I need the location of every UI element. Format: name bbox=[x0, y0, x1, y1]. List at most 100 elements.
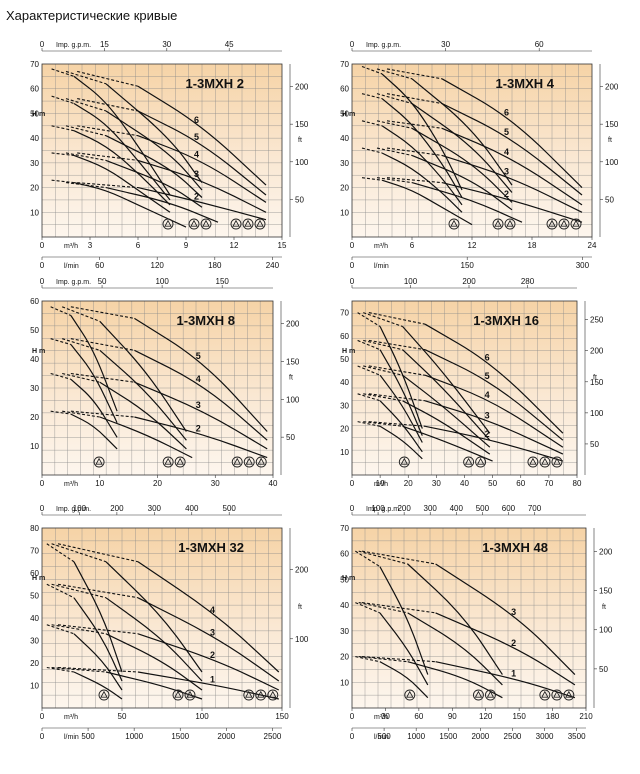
curve-dashed-segment bbox=[77, 70, 139, 87]
top-tick-label: 50 bbox=[98, 277, 107, 286]
stage-label: 4 bbox=[504, 147, 509, 157]
curve-line bbox=[411, 182, 523, 223]
curve-line bbox=[424, 400, 564, 455]
curve-line bbox=[424, 425, 564, 462]
x-tick-label: 30 bbox=[211, 479, 220, 488]
x-tick-label: 180 bbox=[546, 712, 560, 721]
right-axis-unit: ft bbox=[298, 137, 302, 144]
curve-dashed-segment bbox=[386, 93, 443, 105]
y-tick-label: 70 bbox=[30, 547, 39, 556]
x-tick-label: 50 bbox=[118, 712, 127, 721]
pump-symbol-icon bbox=[255, 689, 267, 701]
top-tick-label: 100 bbox=[371, 504, 385, 513]
curve-dashed-segment bbox=[358, 602, 408, 614]
top-tick-label: 150 bbox=[216, 277, 230, 286]
right-tick-label: 50 bbox=[599, 665, 608, 674]
curve-line bbox=[137, 561, 280, 673]
curve-dashed-segment bbox=[376, 93, 413, 105]
right-tick-label: 200 bbox=[599, 547, 613, 556]
x-tick-label: 30 bbox=[381, 712, 390, 721]
top-axis-unit: Imp. g.p.m. bbox=[366, 506, 401, 513]
pump-symbol-icon bbox=[492, 218, 504, 230]
y-tick-label: 30 bbox=[340, 159, 349, 168]
curve-dashed-segment bbox=[361, 656, 436, 663]
curve-dashed-segment bbox=[51, 95, 75, 105]
top-axis-unit: Imp. g.p.m. bbox=[56, 506, 91, 513]
y-tick-label: 10 bbox=[340, 208, 349, 217]
x-tick-label: 0 bbox=[350, 479, 355, 488]
curve-dashed-segment bbox=[363, 421, 403, 427]
performance-curves bbox=[357, 312, 564, 462]
pump-symbol-icon bbox=[570, 218, 582, 230]
x-tick-label: 20 bbox=[404, 479, 413, 488]
lmin-axis-unit: l/min bbox=[374, 734, 389, 741]
curve-line bbox=[435, 612, 576, 686]
right-tick-label: 150 bbox=[590, 378, 604, 387]
y-tick-label: 60 bbox=[340, 332, 349, 341]
curve-line bbox=[73, 102, 171, 201]
curve-dashed-segment bbox=[358, 550, 408, 565]
curve-dashed-segment bbox=[357, 312, 381, 327]
y-tick-label: 30 bbox=[340, 627, 349, 636]
y-tick-label: 50 bbox=[30, 109, 39, 118]
y-tick-label: 50 bbox=[340, 109, 349, 118]
right-tick-label: 200 bbox=[295, 83, 309, 92]
right-axis-unit: ft bbox=[602, 604, 606, 611]
y-tick-label: 80 bbox=[30, 524, 39, 533]
top-tick-label: 30 bbox=[162, 40, 171, 49]
x-tick-label: 60 bbox=[516, 479, 525, 488]
stage-label: 5 bbox=[194, 132, 199, 142]
curve-line bbox=[134, 381, 268, 450]
curve-line bbox=[105, 110, 203, 191]
stage-label: 1 bbox=[210, 675, 215, 685]
y-axis-unit: H m bbox=[32, 575, 45, 582]
curve-line bbox=[381, 152, 463, 213]
top-tick-label: 0 bbox=[40, 40, 45, 49]
curve-dashed-segment bbox=[57, 666, 139, 673]
y-tick-label: 30 bbox=[340, 401, 349, 410]
curve-line bbox=[105, 135, 203, 198]
curve-line bbox=[441, 182, 583, 223]
top-tick-label: 700 bbox=[528, 504, 542, 513]
pump-symbol-icon bbox=[463, 456, 475, 468]
top-tick-label: 100 bbox=[73, 504, 87, 513]
pump-symbol-icon bbox=[200, 218, 212, 230]
x-tick-label: 210 bbox=[579, 712, 593, 721]
y-axis-unit: H m bbox=[32, 348, 45, 355]
stage-label: 2 bbox=[210, 650, 215, 660]
chart-title: 1-3MXH 16 bbox=[473, 313, 539, 328]
grid bbox=[352, 528, 586, 708]
curve-dashed-segment bbox=[361, 550, 436, 565]
curve-line bbox=[381, 125, 463, 206]
curve-dashed-segment bbox=[386, 68, 443, 80]
curve-line bbox=[379, 326, 423, 429]
curve-dashed-segment bbox=[376, 177, 413, 184]
performance-curves bbox=[46, 543, 280, 700]
top-tick-label: 15 bbox=[100, 40, 109, 49]
top-tick-label: 280 bbox=[521, 277, 535, 286]
right-tick-label: 100 bbox=[295, 635, 309, 644]
curve-dashed-segment bbox=[65, 152, 107, 161]
curve-line bbox=[105, 671, 203, 700]
curve-dashed-segment bbox=[363, 312, 403, 328]
lmin-tick-label: 120 bbox=[151, 261, 165, 270]
x-tick-label: 12 bbox=[230, 241, 239, 250]
curve-line bbox=[73, 671, 123, 700]
x-tick-label: 20 bbox=[153, 479, 162, 488]
right-axis-unit: ft bbox=[289, 374, 293, 381]
x-tick-label: 12 bbox=[468, 241, 477, 250]
x-tick-label: 15 bbox=[278, 241, 287, 250]
curve-line bbox=[381, 98, 463, 198]
curve-line bbox=[435, 563, 576, 676]
lmin-tick-label: 0 bbox=[40, 732, 45, 741]
x-tick-label: 0 bbox=[40, 241, 45, 250]
curve-dashed-segment bbox=[368, 365, 426, 376]
pump-symbol-icon bbox=[255, 456, 267, 468]
curve-dashed-segment bbox=[357, 339, 381, 351]
x-tick-label: 9 bbox=[184, 241, 189, 250]
pump-symbol-icon bbox=[475, 456, 487, 468]
performance-curves bbox=[355, 550, 576, 699]
